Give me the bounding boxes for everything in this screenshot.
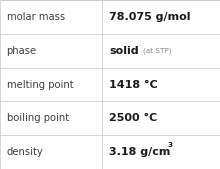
Text: 3.18 g/cm: 3.18 g/cm — [109, 147, 170, 157]
Text: boiling point: boiling point — [7, 113, 69, 123]
Text: 1418 °C: 1418 °C — [109, 79, 158, 90]
Text: melting point: melting point — [7, 79, 73, 90]
Text: phase: phase — [7, 46, 37, 56]
Text: (at STP): (at STP) — [143, 47, 172, 54]
Text: 3: 3 — [167, 142, 172, 148]
Text: density: density — [7, 147, 43, 157]
Text: 78.075 g/mol: 78.075 g/mol — [109, 12, 190, 22]
Text: 2500 °C: 2500 °C — [109, 113, 157, 123]
Text: molar mass: molar mass — [7, 12, 65, 22]
Text: solid: solid — [109, 46, 139, 56]
